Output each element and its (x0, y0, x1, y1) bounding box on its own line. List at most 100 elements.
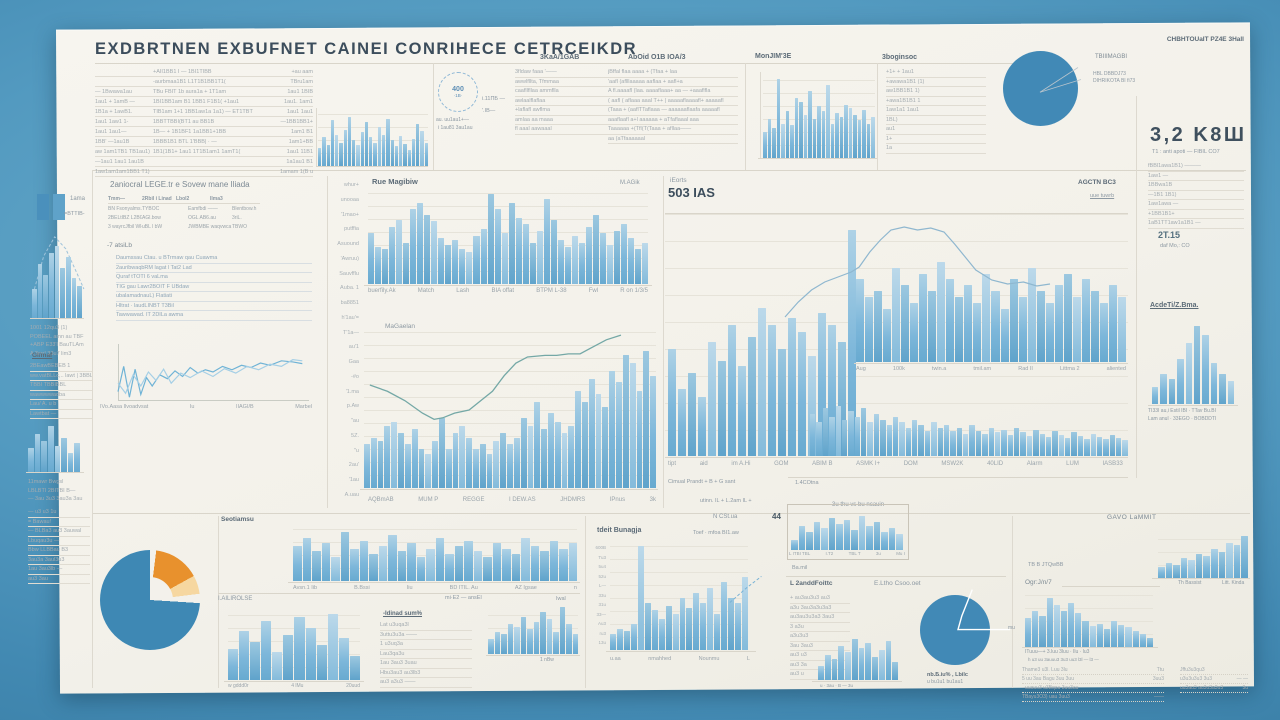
bar (830, 123, 835, 158)
bar (821, 528, 828, 550)
bar (1045, 436, 1052, 456)
bar (708, 341, 716, 456)
bar (1203, 556, 1211, 578)
list-row: A fl.aaaafl (laa. aaaaflaaa+ aa — +aaafl… (608, 87, 738, 97)
kpi-secondary-sub: daf Mo,: CO (1160, 243, 1190, 249)
bar (982, 273, 991, 362)
bar (1033, 430, 1039, 456)
bar (32, 289, 37, 318)
legend-label: =BTTIB- (64, 211, 85, 217)
bar (853, 115, 857, 158)
list-row: 3uttu3u3a —— (380, 631, 472, 640)
axis-line (758, 158, 877, 159)
bar (808, 356, 816, 456)
bar (738, 365, 746, 456)
y-tick-label: 31u (598, 602, 606, 607)
table-row: TBayu3O3) uau 3uu3 —— (1022, 693, 1164, 702)
gauge-footnote: au. uu1au1+— (436, 117, 469, 123)
list-row: 1 u3uq3a (380, 640, 472, 650)
axis-line (360, 489, 658, 490)
list-row: fl aaal aawaaal (515, 125, 613, 135)
bar (1116, 438, 1122, 456)
y-tick-label: ''au (350, 418, 359, 424)
bar (602, 406, 609, 488)
pie-chart-top (1003, 51, 1078, 126)
bar (851, 530, 858, 550)
axis-line (224, 681, 364, 682)
x-tick-label: Iu (189, 404, 195, 410)
list-row: Taaaaaa +(Tfl(T(Taaa + afllaa—— (608, 125, 738, 135)
bar (901, 285, 910, 362)
bar (1188, 560, 1195, 578)
y-tick-label: A.uau (344, 491, 359, 498)
line-chart-frame (118, 344, 309, 401)
list-row: 3au 3au3 (790, 642, 850, 651)
table-header-cell: Lbol2 (176, 195, 190, 202)
bar (416, 124, 420, 166)
bar (1046, 597, 1053, 647)
list-row: au3au3u3a3 3au3 (790, 613, 850, 623)
table-cell (95, 79, 153, 85)
bar (370, 438, 377, 488)
list-row: 'aafl (aflllaaaaa aaflaa + aafl+a (608, 78, 738, 87)
bar (672, 613, 679, 650)
panel-title: E.Ltho Csoo.oet (874, 580, 921, 587)
bar (943, 425, 950, 456)
list-row: au3 3au (28, 575, 90, 584)
bar (507, 624, 513, 654)
y-tick-label: 52u (598, 573, 606, 579)
bar (835, 113, 839, 158)
bar (593, 215, 600, 284)
table-cell: TBWO (232, 223, 247, 230)
bar (466, 438, 472, 488)
bar-chart-sidebar-2 (28, 424, 80, 472)
x-tick-label: AZ Igsae (514, 585, 537, 591)
table-cell: 3 wayrcJfbil Wl— (108, 223, 142, 230)
bar (1020, 432, 1026, 456)
pie-label: nb.Б.iu% , Lbilc (927, 672, 968, 678)
list-row: — BLBa3 au3 3auwal (28, 527, 90, 537)
bar (37, 264, 43, 318)
axis-line (665, 457, 1128, 458)
bar (1111, 621, 1118, 647)
bar (994, 432, 1001, 456)
bar (550, 219, 557, 284)
section-heading: 2aniocral LEGE.tr e Sovew mane Iliada (110, 180, 250, 189)
bar (817, 106, 821, 158)
bar (74, 443, 80, 472)
bar (728, 598, 735, 650)
table-cell: TYBOC (142, 205, 160, 212)
bar (642, 242, 649, 284)
bar (578, 242, 585, 284)
bar (418, 449, 425, 488)
list-row: caafllfllaa ammflla (515, 87, 613, 97)
bar (1025, 618, 1032, 647)
chart-footnote: 1.4COtna (795, 480, 819, 486)
list-row: +awa1B1B1 1 (886, 97, 986, 106)
legend-swatch (53, 194, 65, 220)
bar (559, 606, 565, 654)
bar (621, 224, 628, 284)
bar (600, 233, 607, 284)
bar (813, 522, 821, 550)
y-tick-label: 33— (596, 611, 606, 617)
bar (543, 199, 550, 284)
bar (988, 428, 994, 456)
x-tick-label: 20uud (346, 683, 360, 689)
list-row: 1aw1a1 1au1 (886, 106, 986, 116)
bar (629, 363, 636, 488)
table-cell (1142, 685, 1164, 691)
bar (364, 121, 369, 166)
bar (339, 142, 343, 166)
bar (758, 308, 766, 456)
bar (686, 608, 693, 650)
divider (1012, 516, 1013, 688)
bar (1227, 380, 1235, 404)
bar (1122, 440, 1128, 456)
x-tick-label: Fwl (588, 288, 599, 294)
kpi-subtitle: T1 : anti apoti — FIBIL CO7 (1152, 149, 1220, 155)
axis-note: TI33I au,i Estil IBI · TTav Bu.BI (1148, 408, 1216, 414)
table-cell: 1am1+BB (288, 138, 313, 145)
bar (831, 659, 838, 680)
bar (924, 430, 931, 456)
